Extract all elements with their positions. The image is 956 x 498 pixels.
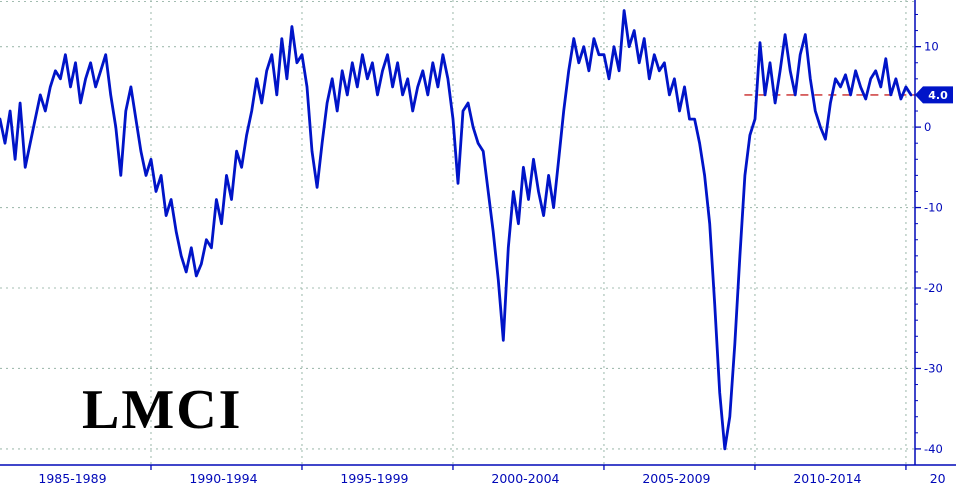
x-tick-label: 2010-2014 — [793, 471, 861, 486]
y-axis: 10 0 -10 -20 -30 -40 — [914, 0, 943, 466]
y-tick-label: -40 — [924, 442, 943, 456]
chart-title-watermark: LMCI — [82, 379, 243, 441]
y-tick-label: -10 — [924, 201, 943, 215]
last-value-label: 4.0 — [928, 89, 948, 102]
last-value-badge: 4.0 — [915, 86, 953, 104]
y-tick-label: 10 — [924, 40, 939, 54]
x-tick-label: 1995-1999 — [340, 471, 408, 486]
y-tick-label: -20 — [924, 281, 943, 295]
y-tick-label: -30 — [924, 361, 943, 375]
x-tick-label: 1990-1994 — [189, 471, 257, 486]
x-tick-label: 2000-2004 — [491, 471, 559, 486]
x-tick-label: 1985-1989 — [38, 471, 106, 486]
y-tick-label: 0 — [924, 120, 931, 134]
x-tick-label: 2005-2009 — [642, 471, 710, 486]
gridlines — [0, 0, 915, 465]
series-line — [0, 9, 913, 451]
x-tick-label: 20 — [930, 471, 946, 486]
x-axis: 1985-1989 1990-1994 1995-1999 2000-2004 2005… — [0, 464, 956, 486]
